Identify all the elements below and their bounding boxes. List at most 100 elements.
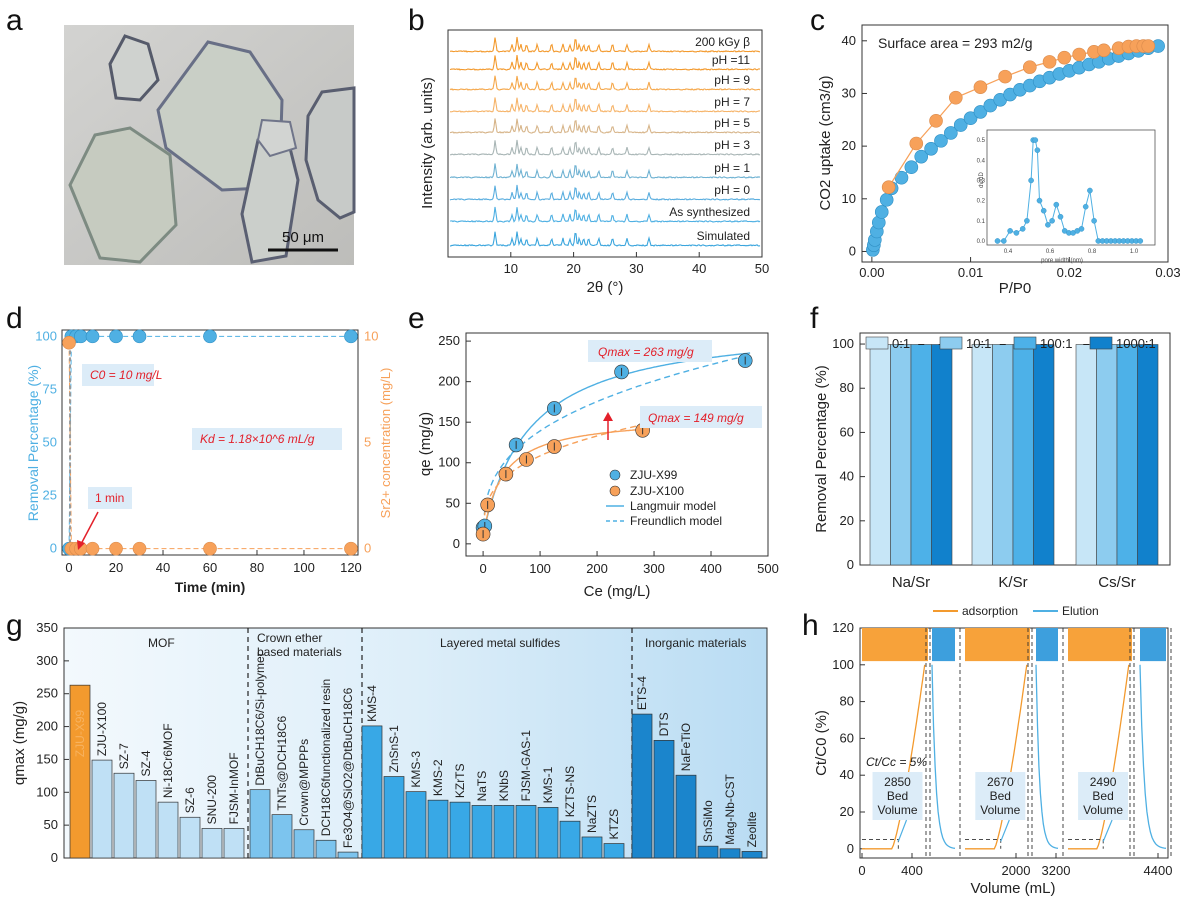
chart-g-bar-label-29: Mag-Nb-CST <box>723 773 737 844</box>
chart-g-bar-label-8: DtBuCH18C6/Si-polymer <box>253 652 267 785</box>
inset-point-10 <box>1036 197 1043 204</box>
legend-adsorption: adsorption <box>962 604 1018 618</box>
chart-g-bar-label-7: FJSM-InMOF <box>227 752 241 824</box>
chart-c-point-adsorption-16 <box>973 105 988 119</box>
chart-h-ytick-label-1: 20 <box>840 804 854 819</box>
chart-c-point-desorption-11 <box>1097 43 1111 58</box>
chart-c-point-desorption-6 <box>1023 60 1037 74</box>
chart-g-bar-23 <box>581 836 603 859</box>
inset-point-5 <box>1024 217 1030 224</box>
chart-g-ytick-label-0: 0 <box>51 850 58 865</box>
chart-f-legend: 0:1 10:1 100:1 1000:1 <box>865 336 1156 351</box>
chart-e-xtick-label-5: 500 <box>757 561 779 576</box>
chart-g-ytick-label-6: 300 <box>36 653 58 668</box>
chart-b-xtick-label-4: 50 <box>755 261 769 276</box>
elution-curve-2 <box>1139 664 1167 849</box>
chart-g-ytick-label-7: 350 <box>36 620 58 635</box>
chart-h-xtick-label-1: 400 <box>901 863 923 878</box>
chart-f-bar-Na/Sr-10:1 <box>890 344 912 566</box>
chart-g-bar-label-14: ZnSnS-1 <box>387 725 401 773</box>
chart-g-bar-18 <box>471 805 493 859</box>
xrd-trace-9 <box>450 231 761 247</box>
panel-label-g: g <box>6 609 23 642</box>
inset-point-22 <box>1087 187 1093 194</box>
chart-d-xtick-label-4: 80 <box>250 560 264 575</box>
chart-c-annotation: Surface area = 293 m2/g <box>878 35 1033 51</box>
time-arrowhead <box>77 540 85 550</box>
panel-label-c: c <box>810 4 825 37</box>
crystal-right <box>304 86 356 220</box>
inset-ytick-label-5: 0.5 <box>977 138 986 144</box>
chart-e-ticks: 0 100 200 300 400 500 0 50 100 150 200 250 <box>438 333 779 576</box>
panel-label-a: a <box>6 4 23 37</box>
chart-c-point-adsorption-12 <box>934 134 948 148</box>
xrd-trace-0 <box>449 36 761 53</box>
qmax-annotation-2: Qmax = 149 mg/g <box>648 411 744 425</box>
chart-f-legend-swatch-3 <box>1089 336 1113 350</box>
inset-point-8 <box>1032 137 1039 143</box>
chart-f-ytick-label-5: 100 <box>832 336 854 351</box>
chart-c-ticks: 0.00 0.01 0.02 0.03 0 10 20 30 40 <box>842 33 1181 280</box>
bed-volume-arrow-0 <box>897 819 908 842</box>
chart-f-bar-Cs/Sr-0:1 <box>1075 344 1097 566</box>
chart-c-point-adsorption-13 <box>944 126 958 140</box>
bed-volume-word1-0: Bed <box>887 789 908 803</box>
inset-ytick-label-3: 0.3 <box>977 178 986 184</box>
chart-g-bar-label-18: NaTS <box>475 771 489 802</box>
chart-d-xtick-label-3: 60 <box>203 560 217 575</box>
chart-g-bar-label-16: KMS-2 <box>431 759 445 796</box>
chart-c-ytick-label-3: 30 <box>842 85 856 100</box>
bed-volume-word2-2: Volume <box>1083 803 1123 817</box>
chart-d-xtick-label-0: 0 <box>65 560 72 575</box>
chart-g-bar-label-28: SnSiMo <box>701 800 715 842</box>
inset-point-21 <box>1082 203 1089 210</box>
inset-point-11 <box>1040 207 1047 214</box>
chart-f-ytick-label-4: 80 <box>840 380 854 395</box>
chart-c-ytick-label-4: 40 <box>842 33 856 48</box>
chart-f-legend-label-0: 0:1 <box>892 336 910 351</box>
chart-d-y2label: Sr2+ concentration (mg/L) <box>378 368 393 519</box>
chart-g-bar-10 <box>293 829 315 859</box>
chart-g: 0 50 100 150 200 250 300 350 ZJU-X99 ZJU-X100 SZ-… <box>11 620 768 865</box>
chart-c-point-desorption-4 <box>973 80 988 94</box>
chart-g-bar-label-4: Ni-18Cr6MOF <box>161 723 175 798</box>
chart-g-bar-28 <box>697 845 719 859</box>
chart-h-xtick-label-4: 4400 <box>1144 863 1173 878</box>
chart-g-bar-label-26: DTS <box>657 712 671 736</box>
xrd-trace-6 <box>449 163 761 179</box>
langmuir-fit-x100 <box>482 428 645 536</box>
bed-volume-number-1: 2670 <box>987 775 1014 789</box>
bed-volume-box-0 <box>872 772 923 820</box>
chart-h-ytick-label-5: 100 <box>832 657 854 672</box>
legend-langmuir: Langmuir model <box>630 499 716 513</box>
bed-volume-arrow-1 <box>1000 819 1010 842</box>
xrd-trace-3 <box>449 97 760 113</box>
chart-d-point-removal-4 <box>85 329 100 344</box>
chart-d-ytick-label-0: 0 <box>50 541 57 556</box>
panel-label-f: f <box>810 302 819 335</box>
xrd-label-1: pH =11 <box>712 53 750 67</box>
inset-point-23 <box>1091 217 1097 224</box>
chart-c-point-desorption-5 <box>998 69 1012 84</box>
chart-g-bar-label-25: ETS-4 <box>635 676 649 710</box>
chart-e-xtick-label-0: 0 <box>479 561 486 576</box>
legend-x99-marker <box>609 469 621 481</box>
chart-b-frame <box>447 29 763 258</box>
inset-point-34 <box>1137 238 1144 244</box>
chart-d-ytick-label-4: 100 <box>35 328 57 343</box>
chart-g-bar-2 <box>113 772 135 859</box>
chart-g-bar-label-20: FJSM-GAS-1 <box>519 730 533 802</box>
chart-g-bar-21 <box>537 807 559 859</box>
chart-f-bar-Cs/Sr-10:1 <box>1096 344 1118 566</box>
chart-c-point-adsorption-6 <box>879 193 894 207</box>
chart-g-bar-label-13: KMS-4 <box>365 685 379 722</box>
chart-g-ylabel: qmax (mg/g) <box>11 701 28 785</box>
chart-g-bar-label-22: KZTS-NS <box>563 766 577 817</box>
chart-c-point-desorption-7 <box>1042 55 1057 69</box>
scale-bar-label: 50 μm <box>282 229 324 246</box>
chart-h-ytick-label-6: 120 <box>832 620 854 635</box>
chart-b-xticks: 10 20 30 40 50 <box>504 252 769 276</box>
chart-g-bar-3 <box>135 780 157 859</box>
micrograph: 50 μm <box>64 25 356 265</box>
